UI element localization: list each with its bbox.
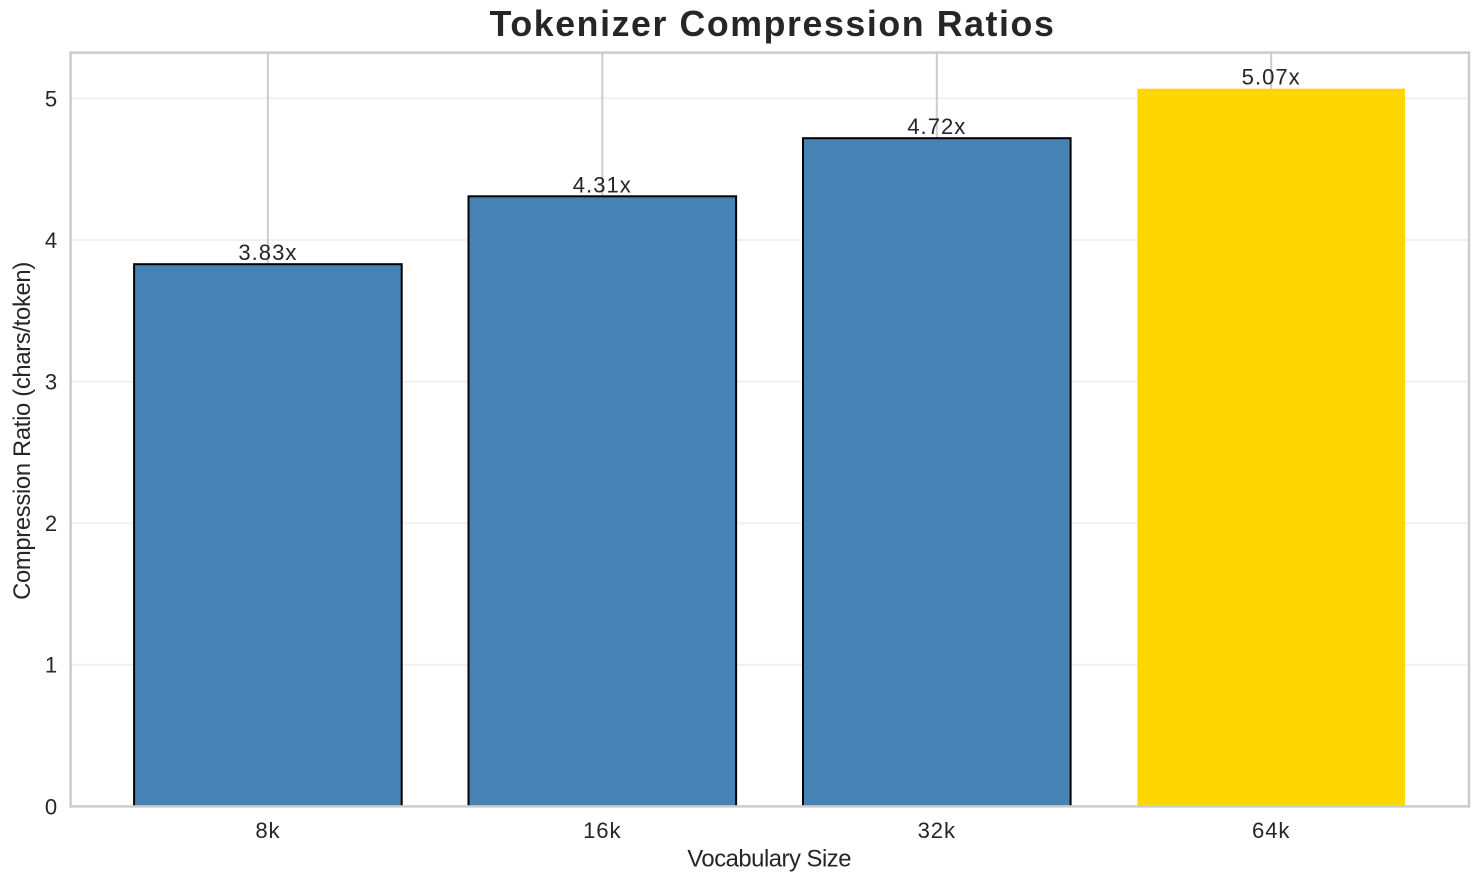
svg-text:32k: 32k — [918, 818, 956, 843]
svg-text:64k: 64k — [1252, 818, 1290, 843]
svg-text:2: 2 — [45, 511, 57, 536]
svg-text:5.07x: 5.07x — [1242, 65, 1301, 90]
svg-text:4.72x: 4.72x — [907, 114, 966, 139]
svg-text:16k: 16k — [583, 818, 621, 843]
svg-text:Vocabulary Size: Vocabulary Size — [687, 846, 851, 873]
svg-text:3.83x: 3.83x — [238, 240, 297, 265]
svg-text:5: 5 — [45, 86, 57, 111]
svg-text:8k: 8k — [255, 818, 280, 843]
svg-text:4.31x: 4.31x — [573, 172, 632, 197]
svg-text:Compression Ratio (chars/token: Compression Ratio (chars/token) — [9, 262, 36, 600]
svg-text:1: 1 — [45, 653, 57, 678]
svg-text:3: 3 — [45, 370, 57, 395]
svg-text:0: 0 — [45, 794, 57, 819]
svg-text:4: 4 — [45, 228, 57, 253]
svg-text:Tokenizer Compression Ratios: Tokenizer Compression Ratios — [490, 4, 1054, 44]
